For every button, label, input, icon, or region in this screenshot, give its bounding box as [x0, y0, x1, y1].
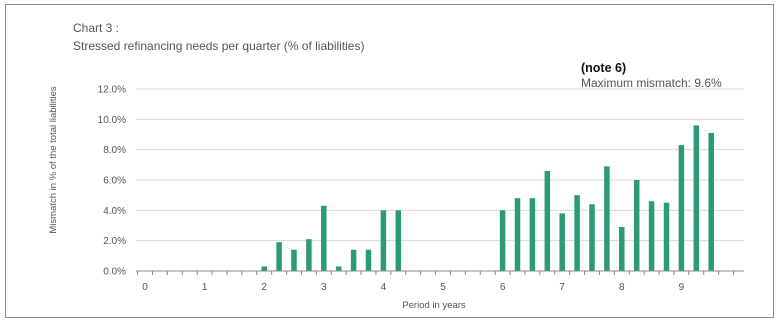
chart-subtitle: Stressed refinancing needs per quarter (…	[73, 39, 364, 53]
y-axis-label: Mismatch in % of the total liabilities	[48, 86, 59, 234]
bars	[261, 125, 714, 272]
max-mismatch-annotation: Maximum mismatch: 9.6%	[581, 76, 722, 90]
x-tick-labels: 0 1 2 3 4 5 6 7 8 9	[137, 271, 735, 293]
bar	[365, 249, 372, 271]
x-tick-label: 6	[500, 282, 506, 293]
x-axis-label: Period in years	[402, 300, 466, 311]
chart-frame	[5, 4, 774, 318]
grid-lines	[136, 88, 744, 242]
x-tick-label: 0	[142, 282, 148, 293]
y-tick-label: 8.0%	[103, 145, 126, 156]
x-tick-label: 3	[321, 282, 327, 293]
chart-title: Chart 3 :	[73, 21, 119, 35]
bar	[395, 210, 402, 271]
y-tick-label: 10.0%	[98, 115, 126, 126]
y-tick-label: 12.0%	[98, 85, 126, 96]
y-tick-label: 2.0%	[103, 236, 126, 247]
bar	[589, 204, 595, 271]
bar	[321, 205, 327, 271]
y-tick-label: 0.0%	[103, 267, 126, 278]
bar	[633, 180, 640, 271]
x-tick-label: 4	[381, 282, 387, 293]
bar	[604, 166, 610, 271]
x-tick-label: 9	[679, 282, 685, 293]
bar	[708, 132, 714, 271]
bar	[514, 198, 521, 271]
x-tick-label: 5	[440, 282, 446, 293]
bar	[648, 201, 655, 271]
bar	[663, 202, 670, 271]
bar	[574, 195, 580, 271]
bar	[380, 210, 387, 271]
x-tick-label: 1	[202, 282, 208, 293]
bar	[693, 125, 700, 272]
bar	[529, 198, 536, 271]
bar	[499, 210, 506, 271]
y-tick-label: 6.0%	[103, 176, 126, 187]
bar	[261, 266, 267, 271]
bar	[350, 249, 357, 271]
x-tick-label: 7	[559, 282, 565, 293]
y-tick-label: 4.0%	[103, 206, 126, 217]
bar	[678, 145, 685, 271]
bar	[544, 170, 551, 271]
bar	[291, 249, 297, 271]
y-tick-labels: 0.0% 2.0% 4.0% 6.0% 8.0% 10.0% 12.0%	[98, 85, 126, 278]
chart-note: (note 6)	[581, 61, 626, 75]
bar	[276, 242, 282, 271]
bar	[559, 213, 565, 271]
bar	[306, 239, 312, 271]
bar	[335, 266, 342, 271]
x-tick-label: 8	[619, 282, 625, 293]
bar	[619, 227, 625, 271]
x-tick-label: 2	[261, 282, 267, 293]
